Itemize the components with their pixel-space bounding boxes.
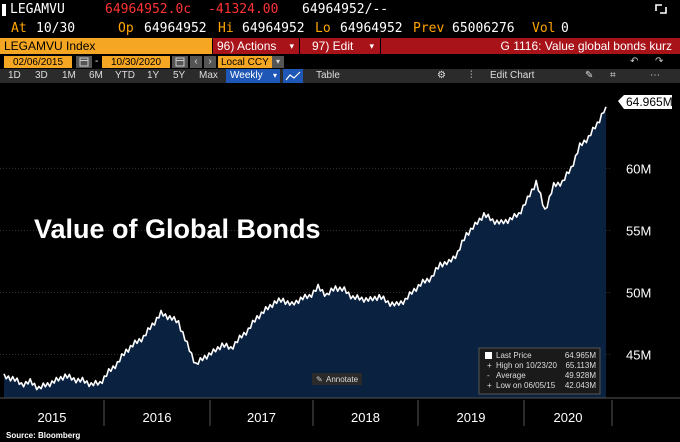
last-value-tag: 64.965M [618,95,673,109]
edit-menu[interactable]: 97) Edit ▾ [300,38,380,54]
menu-bar: LEGAMVU Index 96) Actions ▾ 97) Edit ▾ G… [0,38,680,54]
calendar-icon[interactable] [172,56,188,68]
period-1d[interactable]: 1D [8,70,21,81]
chevron-down-icon[interactable]: ▾ [272,56,284,68]
y-tick-label: 60M [626,161,651,176]
legend-swatch [485,352,492,359]
x-tick-label: 2017 [247,410,276,425]
legend-label: Average [496,371,526,380]
x-tick-label: 2015 [38,410,67,425]
calendar-icon[interactable] [76,56,92,68]
legend-value: 64.965M [565,351,596,360]
ticker-symbol: LEGAMVU [10,2,65,17]
chevron-right-icon[interactable]: › [204,56,216,68]
vol-label: Vol [532,21,556,36]
function-title-bar: G 1116: Value global bonds kurz [381,38,680,54]
legend: Last Price 64.965M + High on 10/23/20 65… [478,347,601,395]
chart-title: Value of Global Bonds [34,214,321,244]
vol-value: 0 [561,21,569,36]
currency-select[interactable]: Local CCY [218,56,276,68]
pencil-icon[interactable]: ✎ [585,70,594,81]
period-ytd[interactable]: YTD [115,70,135,81]
y-tick-label: 50M [626,286,651,301]
high-label: Hi [218,21,234,36]
y-tick-label: 45M [626,348,651,363]
crop-icon[interactable]: ⌗ [610,70,616,81]
low-value: 64964952 [340,21,403,36]
y-tick-label: 55M [626,223,651,238]
ticker-marker [2,4,6,16]
x-tick-label: 2016 [143,410,172,425]
frequency-value: Weekly [230,70,263,81]
legend-label: Low on 06/05/15 [496,381,556,390]
edit-chart-button[interactable]: Edit Chart [490,70,535,81]
frequency-select[interactable]: Weekly ▾ [226,69,280,83]
more-icon[interactable]: ⋯ [650,70,660,81]
actions-label: 96) Actions [217,39,277,53]
chart-toolbar: 1D 3D 1M 6M YTD 1Y 5Y Max Weekly ▾ Table… [0,69,680,83]
start-date-input[interactable]: 02/06/2015 [4,56,72,68]
chevron-down-icon: ▾ [272,71,277,80]
line-chart-icon[interactable] [283,69,303,83]
chevron-down-icon: ▾ [369,41,374,51]
legend-value: 42.043M [565,381,596,390]
price-change: -41324.00 [208,2,279,17]
plus-icon: + [487,361,492,370]
at-value: 10/30 [36,21,76,36]
last-value-label: 64.965M [626,95,673,109]
x-tick-label: 2019 [457,410,486,425]
edit-label: 97) Edit [312,39,354,53]
low-label: Lo [315,21,331,36]
annotate-button[interactable]: ✎ Annotate [312,373,362,385]
end-date-input[interactable]: 10/30/2020 [102,56,170,68]
legend-value: 49.928M [565,371,596,380]
date-range-bar: 02/06/2015 - 10/30/2020 ‹ › Local CCY ▾ … [0,55,680,69]
period-max[interactable]: Max [199,70,218,81]
last-price: 64964952.0c [105,2,192,17]
price-line [3,106,607,391]
pencil-icon: ✎ [316,375,323,384]
open-label: Op [118,21,134,36]
period-6m[interactable]: 6M [89,70,103,81]
undo-icon[interactable]: ↶ [630,56,639,67]
prev-label: Prev [413,21,445,36]
source-label: Source: Bloomberg [6,431,80,440]
settings-icon[interactable]: ⚙ [437,70,446,81]
y-axis: 45M 50M 55M 60M [626,161,651,362]
plus-icon: + [487,381,492,390]
chevron-left-icon[interactable]: ‹ [190,56,202,68]
period-5y[interactable]: 5Y [173,70,186,81]
redo-icon[interactable]: ↷ [655,56,664,67]
legend-label: Last Price [496,351,532,360]
period-1y[interactable]: 1Y [147,70,160,81]
index-name[interactable]: LEGAMVU Index [0,38,212,54]
legend-value: 65.113M [565,361,596,370]
price-chart[interactable]: 45M 50M 55M 60M 2015 2016 2017 2018 2019 2020 Va… [0,84,680,442]
high-value: 64964952 [242,21,305,36]
period-1m[interactable]: 1M [62,70,76,81]
minus-icon: - [487,371,490,380]
at-label: At [11,21,27,36]
x-tick-label: 2020 [554,410,583,425]
bid-ask: 64964952/-- [302,2,389,17]
date-separator: - [95,56,99,67]
quote-bar: LEGAMVU 64964952.0c -41324.00 64964952/-… [0,0,680,20]
expand-icon[interactable] [652,1,670,15]
annotate-label: Annotate [326,375,359,384]
prev-value: 65006276 [452,21,515,36]
open-value: 64964952 [144,21,207,36]
currency-value: Local CCY [221,57,269,68]
function-title: G 1116: Value global bonds kurz [500,39,672,53]
stats-bar: At 10/30 Op 64964952 Hi 64964952 Lo 6496… [0,20,680,38]
chart-type-icon[interactable]: ⫶ [470,70,473,81]
table-button[interactable]: Table [316,70,340,81]
actions-menu[interactable]: 96) Actions ▾ [213,38,299,54]
x-axis: 2015 2016 2017 2018 2019 2020 [38,400,613,426]
x-tick-label: 2018 [351,410,380,425]
chevron-down-icon: ▾ [289,41,294,51]
legend-label: High on 10/23/20 [496,361,557,370]
period-3d[interactable]: 3D [35,70,48,81]
